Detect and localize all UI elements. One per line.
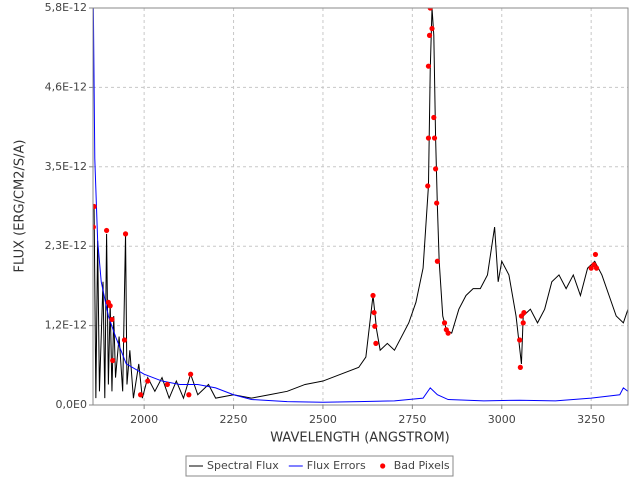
bad-pixel-point	[93, 224, 96, 230]
x-tick-label: 3000	[488, 413, 516, 426]
plot-area	[93, 8, 628, 405]
x-tick-label: 2750	[398, 413, 426, 426]
bad-pixel-point	[434, 200, 440, 206]
bad-pixel-point	[521, 309, 527, 316]
x-tick-label: 2500	[309, 413, 337, 426]
bad-pixel-point	[426, 32, 433, 38]
bad-pixel-point	[370, 292, 376, 299]
bad-pixel-point	[433, 166, 439, 172]
bad-pixel-point	[145, 378, 151, 384]
y-tick-label: 5,8E-12	[45, 1, 87, 14]
y-tick-label: 3,5E-12	[45, 160, 87, 173]
bad-pixel-point	[429, 25, 435, 32]
x-tick-label: 2000	[130, 413, 158, 426]
x-tick-label: 3250	[577, 413, 605, 426]
bad-pixel-point	[103, 227, 110, 234]
x-tick-label: 2250	[220, 413, 248, 426]
y-tick-label: 4,6E-12	[45, 80, 87, 93]
bad-pixel-point	[427, 8, 433, 11]
bad-pixel-point	[373, 340, 379, 346]
bad-pixel-point	[105, 299, 111, 305]
bad-pixel-point	[441, 320, 448, 326]
bad-pixel-point	[122, 231, 129, 237]
bad-pixel-point	[188, 371, 194, 377]
bad-pixel-point	[431, 114, 437, 121]
y-tick-label: 0,0E0	[56, 398, 87, 411]
bad-pixel-point	[186, 392, 192, 398]
y-tick-label: 2,3E-12	[45, 239, 87, 252]
bad-pixel-point	[93, 203, 97, 210]
bad-pixel-point	[425, 63, 432, 69]
bad-pixel-point	[520, 320, 526, 326]
plot-frame	[92, 7, 629, 406]
legend-label: Spectral Flux	[207, 459, 279, 472]
bad-pixel-point	[431, 135, 438, 141]
legend-label: Flux Errors	[307, 459, 366, 472]
legend-box	[185, 455, 454, 477]
bad-pixel-point	[371, 309, 377, 316]
bad-pixel-point	[372, 323, 378, 329]
bad-pixel-point	[434, 258, 440, 264]
bad-pixel-point	[593, 265, 600, 271]
bad-pixel-point	[517, 364, 523, 370]
bad-pixel-point	[425, 135, 432, 141]
bad-pixel-point	[121, 337, 128, 343]
bad-pixel-point	[137, 392, 144, 398]
bad-pixel-point	[445, 330, 451, 336]
x-axis-title: WAVELENGTH (ANGSTROM)	[270, 431, 449, 446]
legend-label: Bad Pixels	[394, 459, 450, 472]
y-axis-title: FLUX (ERG/CM2/S/A)	[13, 140, 28, 273]
series-line	[93, 8, 628, 403]
bad-pixel-point	[425, 183, 431, 189]
bad-pixel-point	[109, 316, 115, 323]
bad-pixel-point	[517, 337, 523, 343]
y-tick-label: 1,2E-12	[45, 319, 87, 332]
legend-marker	[380, 463, 386, 469]
bad-pixel-point	[592, 251, 599, 258]
bad-pixel-point	[588, 265, 594, 271]
bad-pixel-point	[164, 381, 170, 388]
bad-pixel-point	[110, 357, 116, 364]
